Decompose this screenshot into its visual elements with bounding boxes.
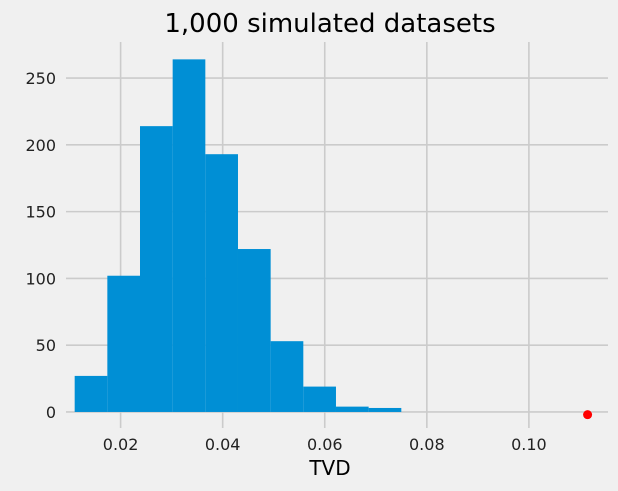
histogram-bar bbox=[270, 341, 304, 412]
histogram-bars bbox=[74, 59, 402, 412]
histogram-bar bbox=[237, 249, 271, 412]
x-tick-labels: 0.02 0.04 0.06 0.08 0.10 bbox=[103, 435, 547, 454]
x-tick-label: 0.06 bbox=[307, 435, 343, 454]
y-tick-label: 50 bbox=[36, 336, 56, 355]
x-tick-label: 0.04 bbox=[205, 435, 241, 454]
x-tick-label: 0.08 bbox=[409, 435, 445, 454]
histogram-bar bbox=[140, 126, 173, 412]
histogram-bar bbox=[74, 375, 108, 412]
chart-title: 1,000 simulated datasets bbox=[164, 9, 495, 39]
histogram-bar bbox=[303, 386, 336, 412]
x-axis-label: TVD bbox=[308, 456, 350, 480]
histogram-bar bbox=[335, 406, 369, 412]
histogram-bar bbox=[107, 275, 141, 412]
y-tick-label: 250 bbox=[25, 69, 56, 88]
y-tick-label: 0 bbox=[46, 403, 56, 422]
observed-value-point bbox=[583, 410, 593, 420]
observed-points bbox=[583, 410, 593, 420]
histogram-bar bbox=[172, 59, 206, 412]
y-tick-labels: 0 50 100 150 200 250 bbox=[25, 69, 56, 422]
histogram-bar bbox=[205, 154, 238, 412]
x-tick-label: 0.10 bbox=[511, 435, 547, 454]
y-tick-label: 150 bbox=[25, 203, 56, 222]
y-tick-label: 200 bbox=[25, 136, 56, 155]
x-tick-label: 0.02 bbox=[103, 435, 139, 454]
histogram-bar bbox=[368, 407, 402, 412]
y-tick-label: 100 bbox=[25, 269, 56, 288]
